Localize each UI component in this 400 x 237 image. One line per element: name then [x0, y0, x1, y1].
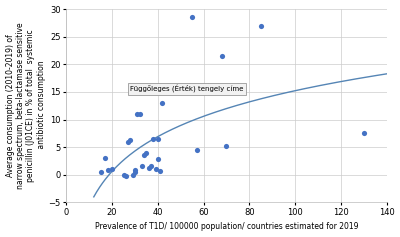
Point [104, 169, 111, 172]
Point [141, 154, 147, 157]
Point [132, 170, 138, 174]
Point [139, 164, 145, 168]
Point [155, 157, 161, 161]
Text: Függőleges (Érték) tengely címe: Függőleges (Érték) tengely címe [130, 85, 244, 93]
Point [146, 166, 152, 170]
Point [102, 156, 108, 160]
Point [134, 112, 140, 116]
Y-axis label: Average consumption (2010-2019) of
narrow spectrum, beta-lactamase sensitive
pen: Average consumption (2010-2019) of narro… [6, 22, 46, 189]
Point [360, 131, 367, 135]
Point [130, 173, 136, 177]
Point [109, 167, 115, 171]
Point [127, 139, 134, 142]
Point [143, 151, 150, 155]
Point [148, 164, 154, 168]
X-axis label: Prevalence of T1D/ 100000 population/ countries estimated for 2019: Prevalence of T1D/ 100000 population/ co… [95, 223, 358, 232]
Point [194, 148, 200, 152]
Point [157, 169, 163, 173]
Point [155, 137, 161, 141]
Point [150, 137, 156, 141]
Point [219, 54, 225, 58]
Point [136, 112, 143, 116]
Point [123, 174, 129, 178]
Point [258, 24, 264, 27]
Point [132, 169, 138, 172]
Point [159, 101, 166, 105]
Point [152, 167, 159, 171]
Point [120, 173, 127, 177]
Point [223, 144, 230, 148]
Point [189, 15, 195, 19]
Point [98, 170, 104, 174]
Point [125, 140, 131, 143]
